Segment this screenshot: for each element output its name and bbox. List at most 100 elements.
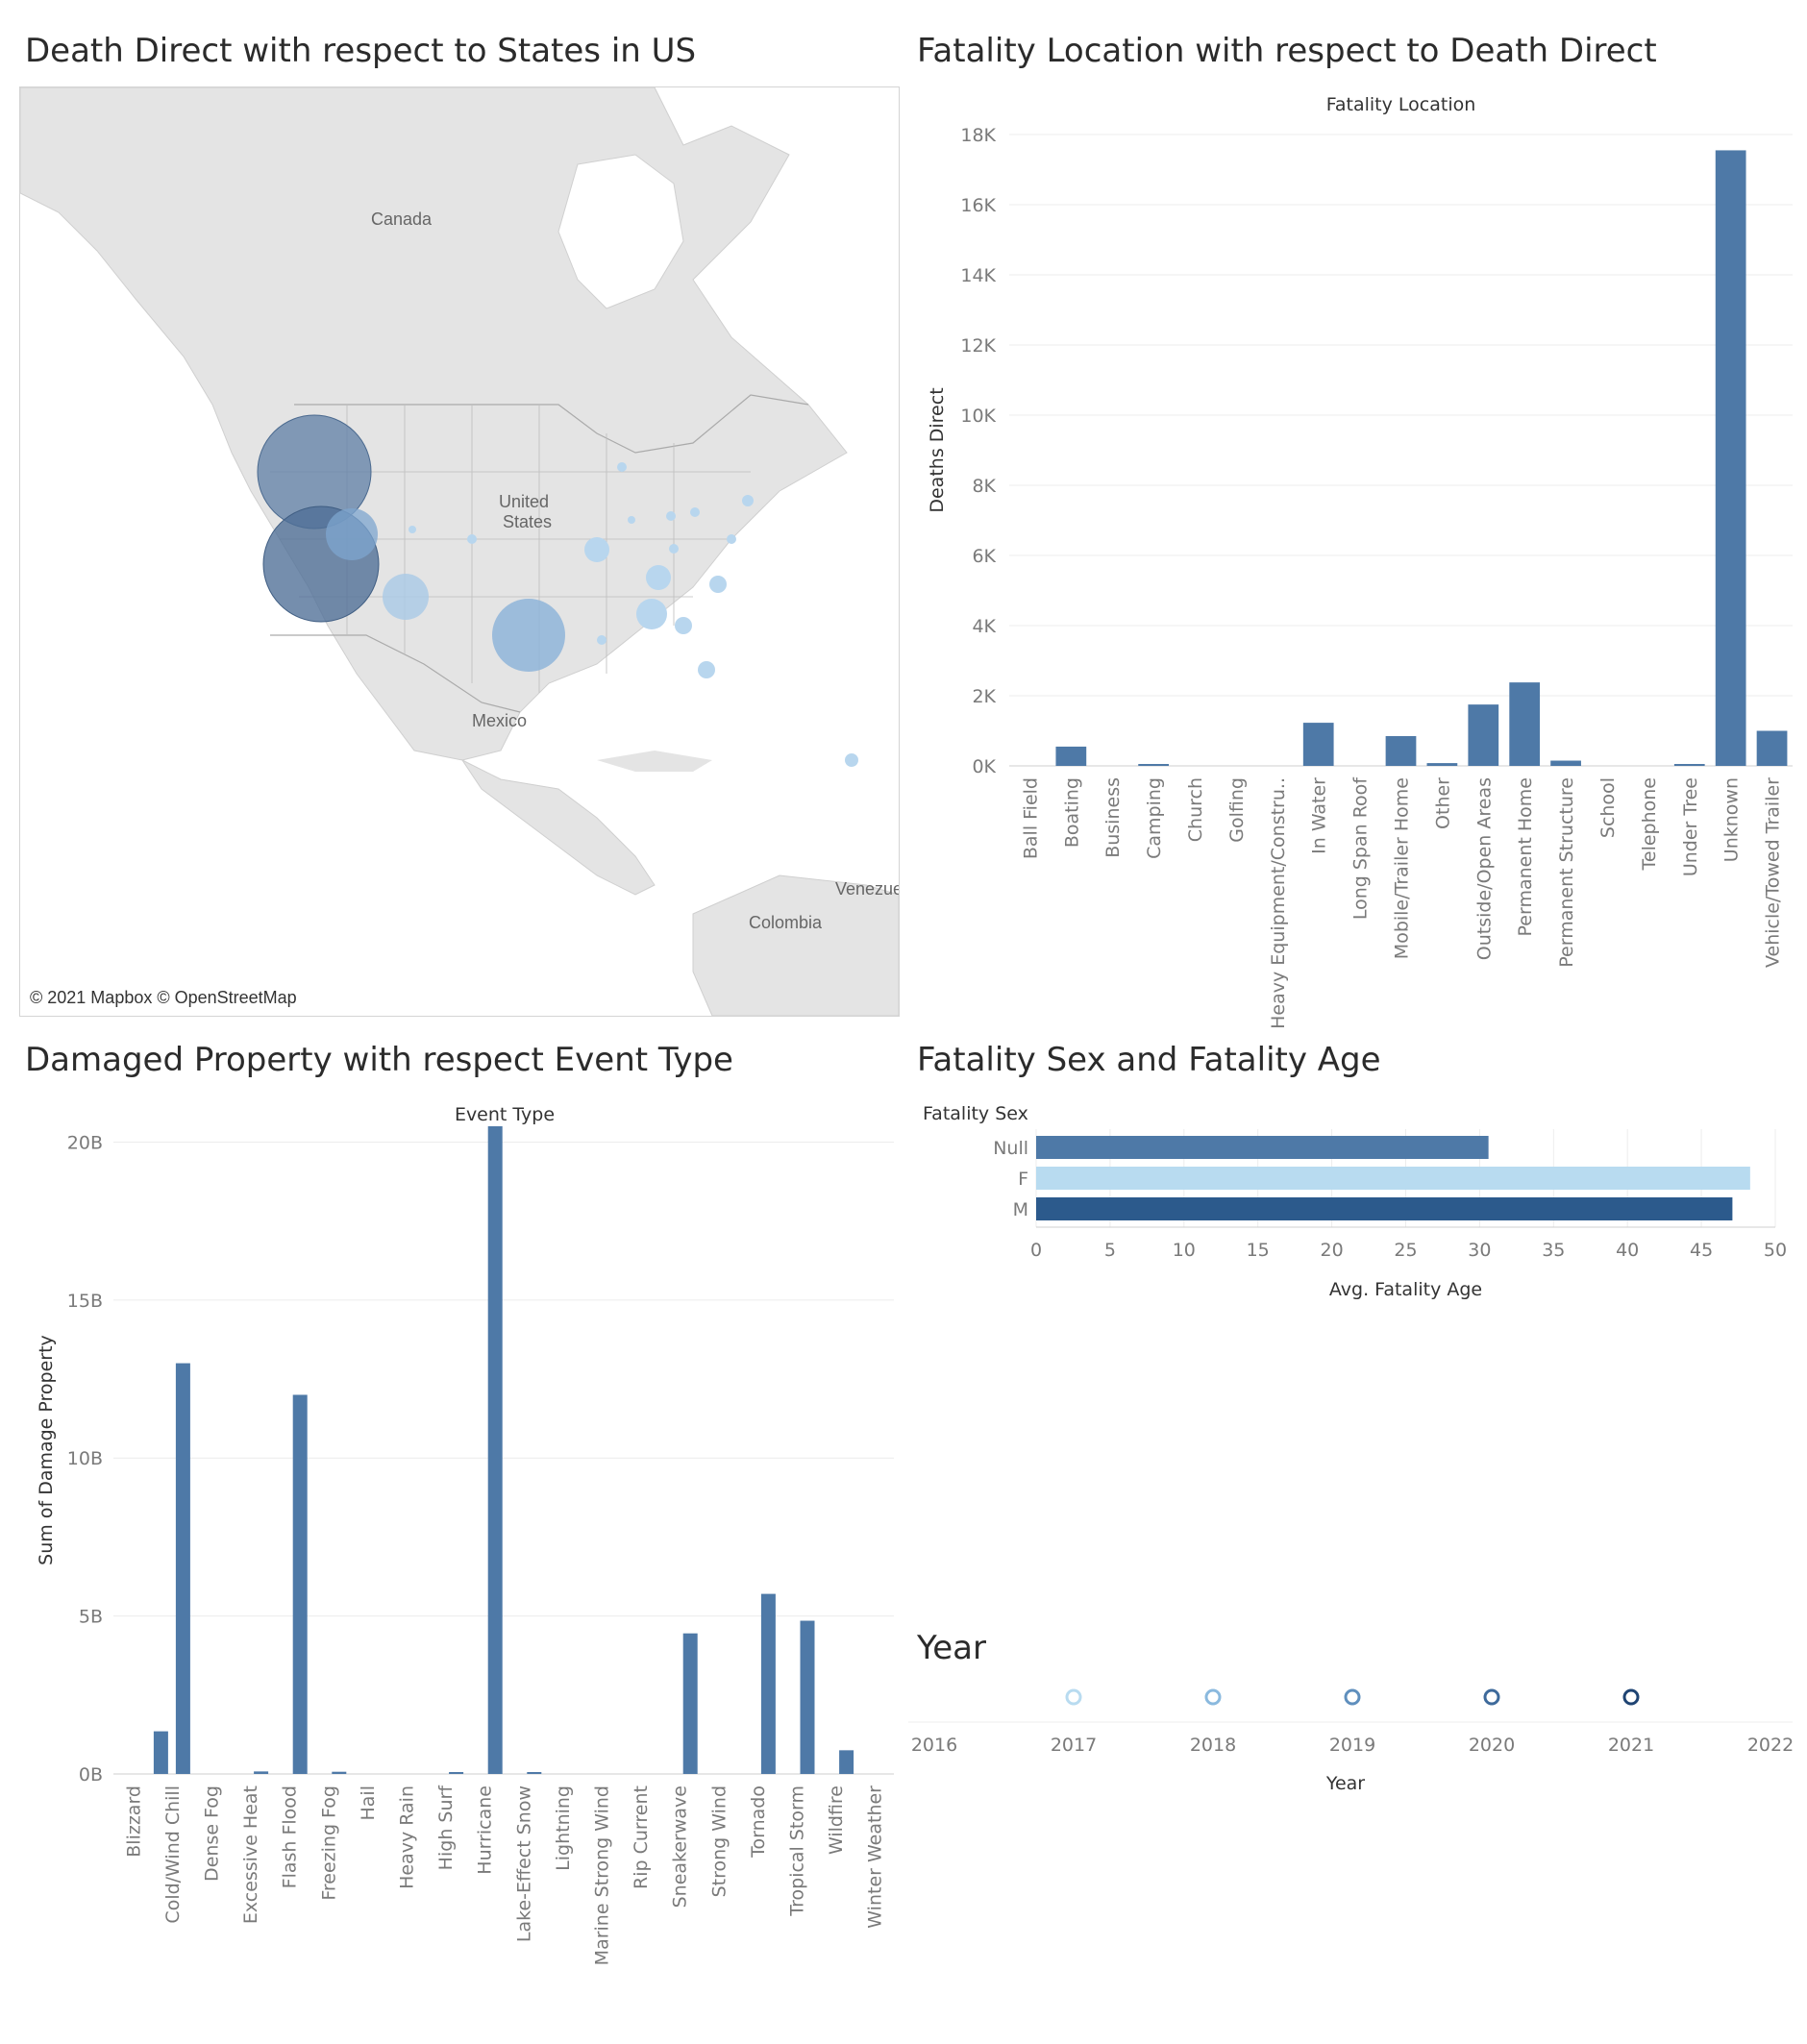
location-bar	[1756, 730, 1788, 766]
location-bar	[1055, 746, 1087, 766]
bubble-kansas[interactable]	[467, 534, 477, 544]
bubble-virginia[interactable]	[727, 534, 736, 544]
damage-x-tick-label: Marine Strong Wind	[592, 1785, 613, 1965]
us-death-map[interactable]: Canada United States Mexico Colombia Ven…	[19, 86, 900, 1017]
year-panel-title: Year	[917, 1629, 986, 1667]
location-y-tick-label: 0K	[972, 756, 996, 777]
damage-x-tick-label: Hurricane	[475, 1785, 496, 1875]
bubble-ohio[interactable]	[666, 511, 676, 521]
location-chart-title: Fatality Location	[1326, 94, 1476, 115]
location-y-tick-label: 6K	[972, 546, 996, 567]
sexage-x-tick-label: 25	[1394, 1240, 1417, 1261]
sexage-y-tick-label: F	[1018, 1169, 1028, 1190]
year-x-axis-title: Year	[1325, 1773, 1365, 1794]
bubble-texas[interactable]	[492, 599, 565, 672]
damage-x-tick-label: Strong Wind	[708, 1785, 730, 1897]
location-x-tick-label: Other	[1432, 777, 1453, 829]
location-x-tick-label: Vehicle/Towed Trailer	[1763, 777, 1784, 968]
location-x-tick-label: Under Tree	[1680, 777, 1701, 876]
damage-x-tick-label: Heavy Rain	[397, 1785, 418, 1889]
year-point	[1344, 1688, 1361, 1706]
location-x-tick-label: Unknown	[1721, 777, 1743, 862]
damage-bar	[682, 1633, 698, 1774]
damage-y-tick-label: 5B	[79, 1607, 103, 1628]
bubble-puerto-rico[interactable]	[845, 753, 858, 767]
damage-chart-title: Event Type	[455, 1104, 555, 1125]
damage-bar	[487, 1126, 503, 1774]
damage-panel-title: Damaged Property with respect Event Type	[25, 1041, 733, 1079]
location-y-axis-title: Deaths Direct	[927, 387, 948, 512]
bubble-carolina[interactable]	[709, 576, 727, 593]
damage-y-tick-label: 20B	[67, 1132, 103, 1153]
us-canada-border	[294, 394, 809, 454]
bubble-florida[interactable]	[698, 661, 715, 678]
sexage-panel-title: Fatality Sex and Fatality Age	[917, 1041, 1381, 1079]
map-credit: © 2021 Mapbox © OpenStreetMap	[30, 988, 297, 1007]
year-x-tick-label: 2020	[1469, 1735, 1515, 1756]
bubble-kentucky[interactable]	[669, 544, 679, 554]
sexage-x-axis-title: Avg. Fatality Age	[1329, 1279, 1482, 1300]
sexage-x-tick-label: 30	[1468, 1240, 1491, 1261]
location-x-tick-label: Telephone	[1639, 777, 1660, 872]
state-bubbles[interactable]	[257, 414, 858, 767]
damage-bar	[527, 1772, 542, 1774]
sexage-x-tick-label: 20	[1321, 1240, 1344, 1261]
location-x-tick-label: Long Span Roof	[1350, 776, 1372, 920]
location-bar	[1385, 735, 1417, 766]
bubble-nevada[interactable]	[326, 508, 378, 560]
damage-x-tick-label: Sneakerwave	[670, 1785, 691, 1908]
bubble-louisiana[interactable]	[597, 635, 606, 645]
location-x-tick-label: Outside/Open Areas	[1473, 777, 1495, 960]
location-bar	[1426, 763, 1458, 766]
location-x-tick-label: Mobile/Trailer Home	[1392, 777, 1413, 959]
location-bar	[1302, 723, 1334, 766]
location-bar	[1468, 704, 1499, 766]
location-x-tick-label: Ball Field	[1020, 777, 1041, 859]
bubble-missouri[interactable]	[584, 537, 609, 562]
damage-bar	[292, 1394, 308, 1774]
damage-x-tick-label: Winter Weather	[865, 1785, 886, 1929]
location-bar	[1550, 760, 1581, 766]
sexage-x-tick-label: 0	[1030, 1240, 1042, 1261]
location-y-tick-label: 8K	[972, 476, 996, 497]
us-mexico-border	[270, 634, 521, 713]
location-y-tick-label: 16K	[960, 195, 996, 216]
location-x-tick-label: Golfing	[1226, 777, 1248, 843]
damage-x-tick-label: Flash Flood	[280, 1785, 301, 1888]
damage-x-tick-label: Wildfire	[826, 1785, 847, 1855]
bubble-newyork[interactable]	[742, 495, 754, 506]
sexage-x-tick-label: 5	[1104, 1240, 1116, 1261]
damage-x-tick-label: Hail	[358, 1785, 379, 1821]
damage-x-tick-label: Lake-Effect Snow	[513, 1785, 534, 1942]
location-bar	[1673, 764, 1705, 766]
bubble-colorado[interactable]	[408, 526, 416, 533]
location-x-tick-label: Business	[1102, 777, 1124, 858]
location-x-tick-label: In Water	[1309, 777, 1330, 854]
damage-x-tick-label: Cold/Wind Chill	[162, 1785, 184, 1924]
year-x-tick-label: 2022	[1747, 1735, 1794, 1756]
bubble-arizona[interactable]	[383, 574, 429, 620]
damage-x-tick-label: Tornado	[748, 1785, 769, 1859]
year-x-tick-label: 2018	[1190, 1735, 1236, 1756]
year-point	[1204, 1688, 1222, 1706]
bubble-pennsylvania[interactable]	[690, 507, 700, 517]
bubble-illinois[interactable]	[628, 516, 635, 524]
bubble-tennessee[interactable]	[646, 565, 671, 590]
damage-bar	[760, 1593, 776, 1774]
bubble-alabama[interactable]	[636, 599, 667, 629]
sexage-bar	[1036, 1136, 1489, 1159]
location-y-tick-label: 10K	[960, 406, 996, 427]
map-label-venezuela: Venezue	[835, 879, 900, 899]
bubble-wisconsin[interactable]	[617, 462, 627, 472]
central-america-land	[460, 758, 656, 896]
sexage-y-tick-label: Null	[993, 1138, 1028, 1159]
sexage-x-tick-label: 45	[1690, 1240, 1713, 1261]
sexage-x-tick-label: 15	[1247, 1240, 1270, 1261]
bubble-georgia[interactable]	[675, 617, 692, 634]
damage-x-tick-label: Dense Fog	[202, 1785, 223, 1882]
damage-bar	[332, 1771, 347, 1774]
year-x-tick-label: 2017	[1051, 1735, 1097, 1756]
damage-x-tick-label: Rip Current	[631, 1785, 652, 1889]
damage-x-tick-label: Lightning	[553, 1785, 574, 1871]
